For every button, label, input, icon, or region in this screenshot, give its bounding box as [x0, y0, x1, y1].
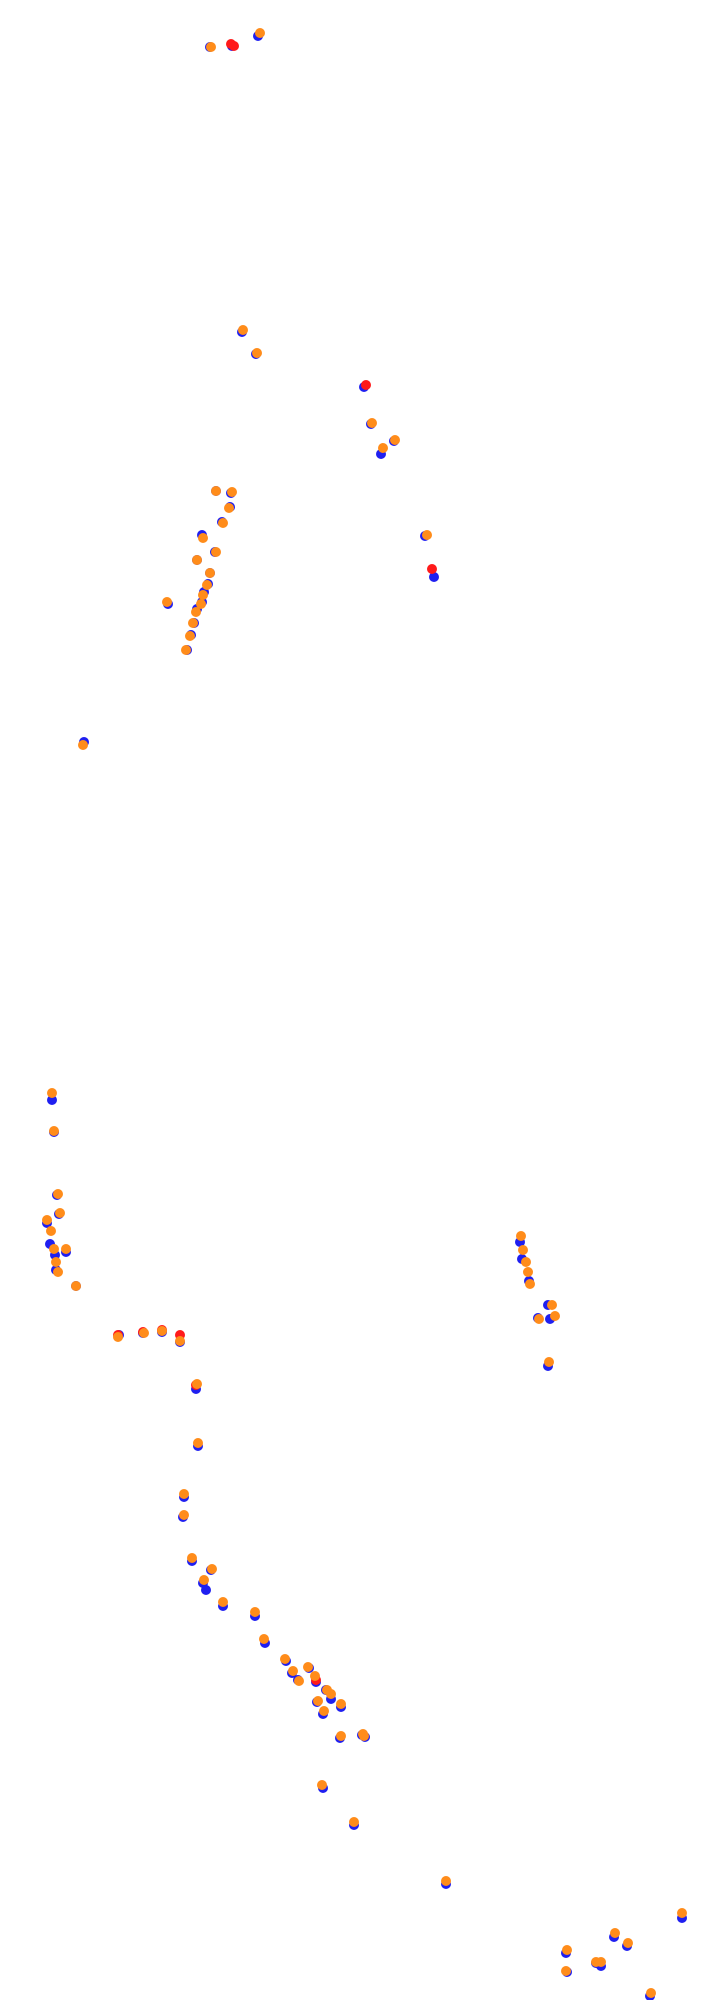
data-point — [181, 645, 191, 655]
data-point — [175, 1336, 185, 1346]
data-point — [47, 1095, 57, 1105]
data-point — [211, 547, 221, 557]
data-point — [422, 530, 432, 540]
data-point — [521, 1257, 531, 1267]
data-point — [46, 1226, 56, 1236]
data-point — [206, 42, 216, 52]
data-point — [326, 1689, 336, 1699]
data-point — [61, 1244, 71, 1254]
data-point — [191, 607, 201, 617]
data-point — [53, 1189, 63, 1199]
data-point — [544, 1357, 554, 1367]
data-point — [623, 1938, 633, 1948]
data-point — [229, 41, 239, 51]
data-point — [596, 1957, 606, 1967]
data-point — [525, 1279, 535, 1289]
data-point — [198, 590, 208, 600]
data-point — [49, 1244, 59, 1254]
data-point — [336, 1731, 346, 1741]
data-point — [53, 1267, 63, 1277]
data-point — [224, 503, 234, 513]
data-point — [201, 1585, 211, 1595]
data-point — [211, 486, 221, 496]
data-point — [677, 1908, 687, 1918]
data-point — [113, 1332, 123, 1342]
data-point — [255, 28, 265, 38]
data-point — [310, 1671, 320, 1681]
data-point — [259, 1634, 269, 1644]
data-point — [429, 572, 439, 582]
data-point — [550, 1311, 560, 1321]
data-point — [196, 599, 206, 609]
data-point — [317, 1780, 327, 1790]
data-point — [187, 1553, 197, 1563]
data-point — [188, 618, 198, 628]
data-point — [294, 1676, 304, 1686]
data-point — [55, 1208, 65, 1218]
data-point — [427, 564, 437, 574]
data-point — [280, 1654, 290, 1664]
data-point — [179, 1510, 189, 1520]
data-point — [562, 1945, 572, 1955]
data-point — [139, 1328, 149, 1338]
data-point — [561, 1966, 571, 1976]
data-point — [610, 1928, 620, 1938]
data-point — [42, 1215, 52, 1225]
data-point — [313, 1696, 323, 1706]
data-point — [185, 631, 195, 641]
data-point — [252, 348, 262, 358]
data-point — [288, 1666, 298, 1676]
data-point — [319, 1706, 329, 1716]
data-point — [179, 1489, 189, 1499]
data-point — [516, 1231, 526, 1241]
data-point — [207, 1564, 217, 1574]
data-point — [47, 1088, 57, 1098]
points-layer — [42, 28, 687, 2000]
data-point — [202, 580, 212, 590]
data-point — [523, 1267, 533, 1277]
data-point — [192, 1379, 202, 1389]
data-point — [378, 443, 388, 453]
data-point — [441, 1876, 451, 1886]
data-point — [361, 380, 371, 390]
data-point — [51, 1257, 61, 1267]
data-point — [218, 1597, 228, 1607]
data-point — [390, 435, 400, 445]
data-point — [646, 1988, 656, 1998]
data-point — [193, 1438, 203, 1448]
data-point — [71, 1281, 81, 1291]
data-point — [157, 1326, 167, 1336]
data-point — [336, 1699, 346, 1709]
series-2 — [42, 28, 687, 1998]
data-point — [198, 533, 208, 543]
data-point — [227, 487, 237, 497]
data-point — [359, 1731, 369, 1741]
data-point — [250, 1607, 260, 1617]
data-point — [367, 418, 377, 428]
data-point — [349, 1817, 359, 1827]
data-point — [547, 1300, 557, 1310]
data-point — [162, 597, 172, 607]
data-point — [518, 1245, 528, 1255]
data-point — [78, 740, 88, 750]
data-point — [192, 555, 202, 565]
data-point — [238, 325, 248, 335]
data-point — [205, 568, 215, 578]
data-point — [49, 1126, 59, 1136]
data-point — [534, 1314, 544, 1324]
data-point — [218, 518, 228, 528]
data-point — [199, 1575, 209, 1585]
data-point — [303, 1662, 313, 1672]
